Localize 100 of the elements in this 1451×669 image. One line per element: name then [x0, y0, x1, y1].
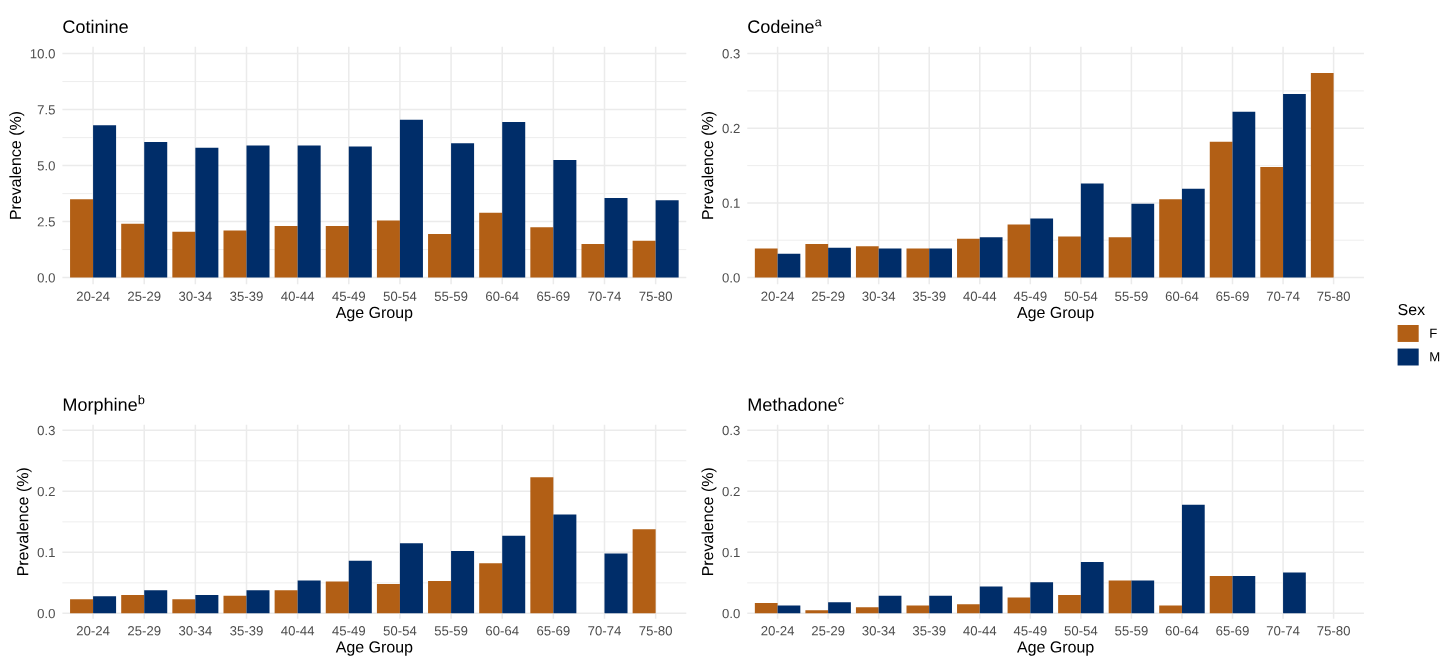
chart-title: Codeine$^{a}$: [748, 19, 822, 34]
bar: [1159, 605, 1182, 614]
y-tick-label: 0.3: [722, 425, 740, 436]
bar: [93, 125, 117, 278]
x-tick-label: 30-34: [178, 291, 212, 301]
bar: [297, 145, 321, 278]
bar: [376, 220, 400, 278]
x-tick-label: 75-80: [639, 291, 672, 301]
y-tick-label: 5.0: [37, 161, 55, 171]
x-tick-label: 60-64: [486, 291, 519, 301]
bar: [581, 244, 605, 278]
bar: [979, 237, 1003, 278]
bar: [553, 159, 577, 278]
x-tick-label: 60-64: [1165, 626, 1199, 636]
chart-title: Morphine$^{b}$: [63, 395, 145, 415]
bar: [979, 586, 1003, 614]
y-tick-label: 0.2: [37, 486, 55, 497]
x-tick-label: 25-29: [811, 291, 845, 301]
x-tick-label: 60-64: [486, 626, 519, 636]
bar: [1181, 504, 1205, 614]
bar: [878, 248, 902, 278]
x-tick-label: 50-54: [383, 626, 417, 636]
x-tick-label: 65-69: [1216, 291, 1249, 301]
x-tick-label: 30-34: [862, 626, 896, 636]
x-tick-label: 25-29: [128, 626, 161, 636]
bar: [604, 198, 628, 278]
bar: [246, 590, 270, 614]
bar: [399, 543, 423, 614]
bar: [399, 119, 423, 278]
y-tick-label: 2.5: [37, 217, 55, 227]
bar: [428, 581, 452, 614]
y-tick-label: 0.0: [722, 273, 740, 283]
bar: [530, 477, 554, 614]
bar: [828, 247, 851, 278]
bar: [172, 231, 196, 278]
bar: [957, 238, 980, 278]
x-axis-title: Age Group: [335, 306, 413, 322]
bar: [121, 595, 145, 614]
bar: [1007, 224, 1031, 278]
bar: [348, 560, 372, 614]
y-tick-label: 0.0: [37, 608, 55, 619]
bar: [929, 595, 952, 614]
bar: [325, 581, 349, 614]
x-tick-label: 75-80: [1317, 626, 1350, 636]
bar: [1030, 218, 1054, 278]
bar: [1080, 183, 1104, 278]
x-tick-label: 65-69: [1216, 626, 1249, 636]
x-tick-label: 55-59: [1115, 291, 1148, 301]
legend-label: M: [1430, 352, 1440, 362]
y-axis-title: Prevalence (%): [9, 111, 25, 219]
bar: [929, 248, 952, 278]
bar: [805, 244, 829, 278]
x-tick-label: 45-49: [332, 626, 366, 636]
bar: [828, 602, 851, 614]
bar: [754, 602, 778, 614]
x-tick-label: 55-59: [434, 626, 468, 636]
y-tick-label: 0.3: [37, 425, 55, 436]
x-tick-label: 70-74: [1266, 291, 1300, 301]
y-tick-label: 0.2: [722, 486, 740, 497]
y-tick-label: 0.1: [722, 547, 740, 558]
bar: [655, 200, 679, 278]
x-tick-label: 30-34: [178, 626, 212, 636]
x-tick-label: 45-49: [332, 291, 366, 301]
y-axis-title: Prevalence (%): [16, 468, 32, 576]
x-tick-label: 45-49: [1013, 626, 1047, 636]
x-tick-label: 70-74: [1266, 626, 1300, 636]
bar: [451, 143, 475, 278]
x-tick-label: 35-39: [912, 291, 946, 301]
bar: [878, 595, 902, 614]
x-tick-label: 45-49: [1013, 291, 1047, 301]
bar: [1232, 576, 1256, 614]
x-tick-label: 35-39: [230, 291, 263, 301]
y-tick-label: 0.3: [722, 49, 740, 59]
bar: [1232, 111, 1256, 278]
x-axis-title: Age Group: [1017, 306, 1094, 322]
x-tick-label: 20-24: [76, 291, 110, 301]
bar: [274, 590, 298, 614]
x-tick-label: 70-74: [588, 291, 621, 301]
bar: [1159, 199, 1182, 278]
x-axis-title: Age Group: [335, 641, 413, 656]
bar: [1058, 236, 1081, 278]
bar: [777, 605, 801, 614]
chart-title: Cotinine: [63, 19, 128, 34]
x-tick-label: 50-54: [1064, 626, 1098, 636]
y-tick-label: 0.0: [37, 273, 55, 283]
x-tick-label: 75-80: [639, 626, 672, 636]
bar: [754, 248, 778, 278]
x-tick-label: 30-34: [862, 291, 896, 301]
x-tick-label: 40-44: [281, 291, 315, 301]
x-tick-label: 20-24: [76, 626, 110, 636]
bar: [1080, 562, 1104, 614]
bar: [1283, 93, 1306, 278]
x-tick-label: 60-64: [1165, 291, 1199, 301]
bar: [195, 147, 219, 278]
bar: [1131, 203, 1155, 278]
bar: [93, 596, 117, 614]
bar: [1007, 597, 1031, 614]
legend-label: F: [1430, 328, 1437, 338]
bar: [1131, 580, 1155, 614]
x-tick-label: 75-80: [1317, 291, 1350, 301]
